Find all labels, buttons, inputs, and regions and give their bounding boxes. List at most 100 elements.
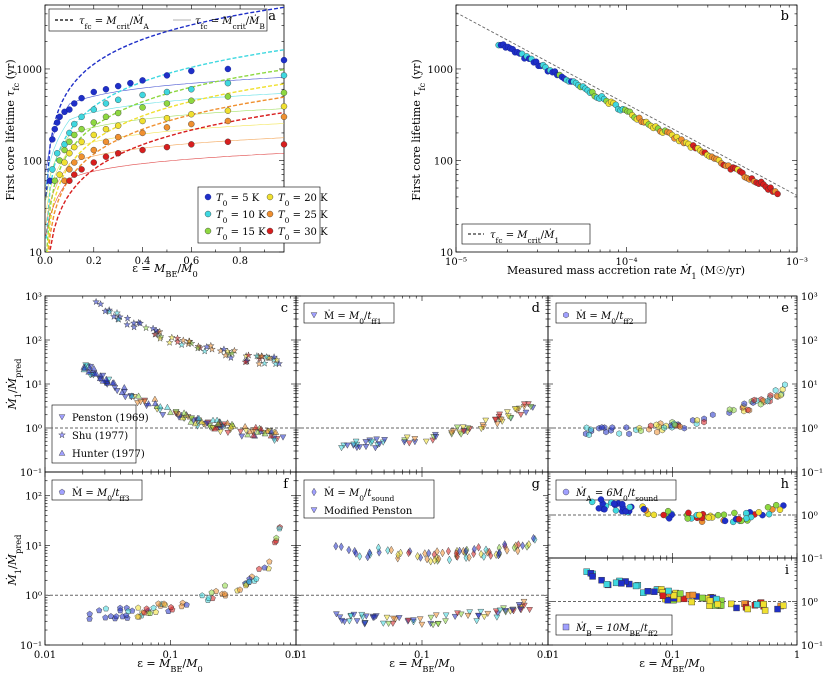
point-a-1 <box>56 113 63 121</box>
point-f <box>199 592 206 599</box>
point-h <box>773 501 780 509</box>
point-g <box>405 617 412 624</box>
point-g <box>488 551 494 560</box>
point-g <box>426 548 432 558</box>
point-f <box>160 600 168 607</box>
point-g <box>463 546 469 556</box>
point-c <box>92 370 100 377</box>
point-h <box>610 500 618 507</box>
point-f <box>221 582 229 589</box>
point-a-5 <box>66 166 73 173</box>
point-a-4 <box>139 117 146 125</box>
point-c <box>257 425 265 432</box>
point-c <box>244 351 253 359</box>
point-e <box>772 387 779 394</box>
x-tick-label: 0.01 <box>285 650 307 661</box>
point-a-2 <box>224 79 232 87</box>
point-a-6 <box>280 141 288 148</box>
x-tick-label: 10⁻³ <box>786 257 808 268</box>
point-g <box>365 552 371 562</box>
x-tick-label: 0.4 <box>135 256 151 267</box>
point-g <box>530 533 536 543</box>
legend-a-text-1: τfc = Mcrit/ṀA <box>79 15 149 31</box>
point-c <box>270 353 278 361</box>
point-g <box>432 612 440 619</box>
point-f <box>208 589 215 596</box>
point-e <box>609 424 616 431</box>
point-g <box>385 546 391 555</box>
point-d <box>457 431 465 438</box>
point-c <box>151 395 159 402</box>
point-a-1 <box>66 106 73 113</box>
point-a-2 <box>90 106 97 113</box>
point-d <box>381 437 388 444</box>
point-d <box>491 416 499 423</box>
point-i <box>651 588 658 595</box>
point-a-2 <box>71 120 78 128</box>
point-i <box>598 576 605 584</box>
legend-7 <box>555 479 677 501</box>
point-a-5 <box>188 120 195 128</box>
point-g <box>371 614 379 621</box>
point-d <box>338 445 345 452</box>
point-a-2 <box>102 100 110 107</box>
point-c <box>173 337 182 346</box>
point-h <box>666 515 673 522</box>
point-f <box>276 525 283 532</box>
point-a-5 <box>102 138 110 146</box>
point-c <box>237 428 244 435</box>
point-c <box>185 337 193 345</box>
point-h <box>765 511 773 518</box>
point-g <box>484 611 492 618</box>
point-g <box>466 609 474 616</box>
point-e <box>778 391 784 399</box>
point-c <box>223 347 232 355</box>
curve-a-4 <box>47 83 284 252</box>
point-g <box>457 546 463 556</box>
point-c <box>114 315 123 323</box>
point-c <box>142 323 150 332</box>
legend-b-text: τfc = Mcrit/Ṁ1 <box>490 229 559 245</box>
point-c <box>123 320 131 328</box>
point-a-4 <box>280 103 288 110</box>
point-g <box>473 618 481 625</box>
point-a-1 <box>188 67 195 75</box>
point-g <box>457 611 465 618</box>
x-tick-label: 0.8 <box>232 256 248 267</box>
x-axis-label: ε = MBE/M0 <box>137 657 203 674</box>
point-h <box>650 511 658 519</box>
point-g <box>434 621 442 628</box>
point-c <box>220 345 228 353</box>
point-f <box>236 586 244 593</box>
point-c <box>211 425 218 432</box>
point-i <box>689 591 697 599</box>
point-g <box>385 621 392 628</box>
point-g <box>333 611 340 618</box>
panel-label-e: e <box>781 301 789 316</box>
point-a-4 <box>188 111 195 118</box>
point-i <box>774 605 781 613</box>
point-d <box>352 438 360 445</box>
point-f <box>135 604 142 611</box>
point-h <box>705 514 712 521</box>
point-g <box>526 540 532 549</box>
point-c <box>109 312 118 320</box>
point-g <box>442 618 449 625</box>
legend-6 <box>303 479 435 519</box>
legend-temp-label: T0 = 5 K <box>216 193 260 208</box>
point-c <box>203 420 211 427</box>
point-a-5 <box>71 159 78 166</box>
legend-text: ṀB = 10MBE/tff2 <box>575 622 658 638</box>
point-i <box>664 597 671 604</box>
point-g <box>333 541 339 551</box>
point-g <box>477 609 485 616</box>
point-f <box>96 607 103 614</box>
point-a-2 <box>163 88 171 96</box>
point-a-1 <box>127 79 134 87</box>
legend-5 <box>51 479 143 501</box>
point-g <box>353 618 361 625</box>
point-g <box>446 555 452 565</box>
point-e <box>782 381 788 388</box>
point-c <box>217 429 224 436</box>
point-e <box>710 411 716 419</box>
